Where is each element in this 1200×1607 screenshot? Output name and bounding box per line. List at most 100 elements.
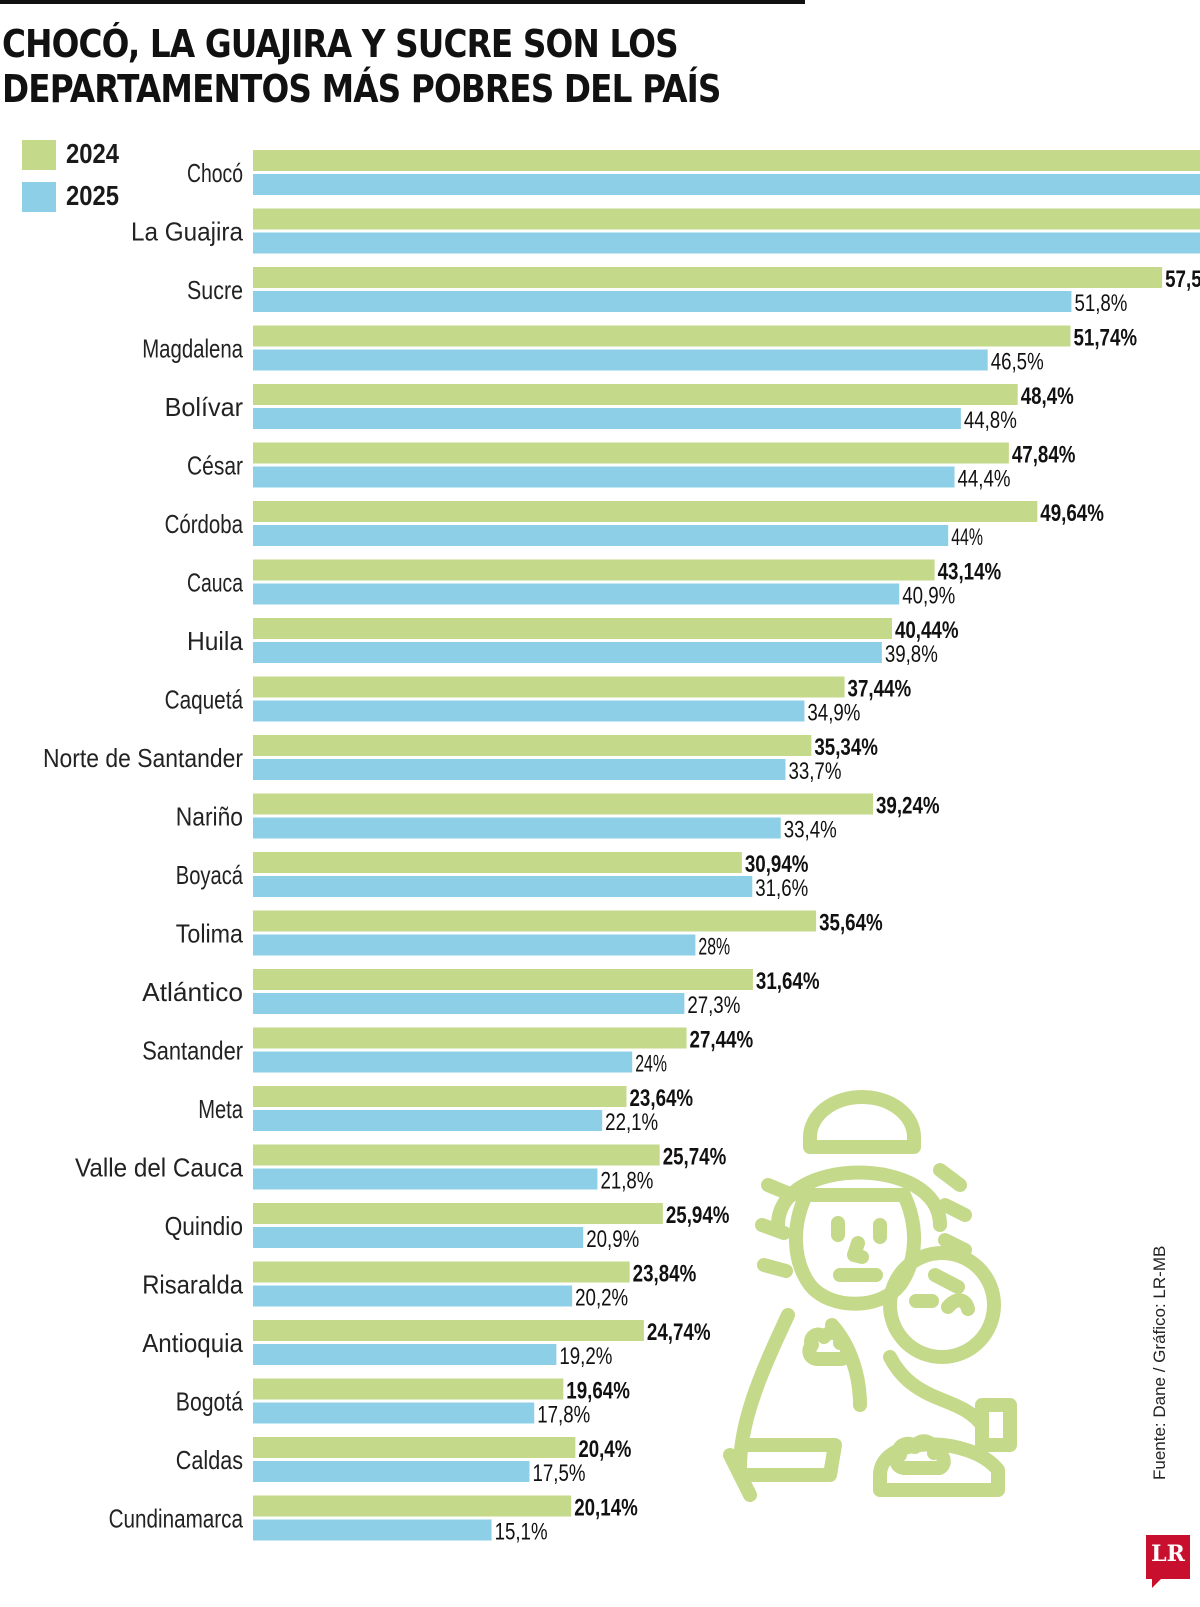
bar-2024: [253, 442, 1009, 464]
data-label-2025: 33,7%: [788, 758, 841, 785]
bar-2024: [253, 501, 1038, 522]
data-label-2024: 35,34%: [814, 734, 878, 761]
category-label: Norte de Santander: [43, 743, 243, 773]
bar-2025: [253, 876, 753, 897]
bar-2024: [253, 325, 1071, 347]
data-label-2025: 20,2%: [575, 1285, 628, 1312]
category-label: Atlántico: [142, 977, 243, 1007]
bar-2024: [253, 910, 817, 932]
lr-logo: LR: [1146, 1535, 1190, 1588]
bar-2025: [253, 934, 696, 956]
top-rule: [0, 0, 805, 4]
data-label-2025: 40,9%: [902, 583, 955, 610]
data-label-2024: 47,84%: [1012, 442, 1076, 469]
data-label-2024: 23,84%: [633, 1261, 697, 1288]
data-label-2025: 31,6%: [755, 875, 808, 902]
bar-2025: [253, 1051, 633, 1073]
bar-2024: [253, 1495, 572, 1517]
category-label: Sucre: [187, 275, 243, 305]
bar-2024: [253, 676, 845, 698]
bar-2025: [253, 1110, 603, 1131]
bar-2024: [253, 150, 1200, 171]
category-label: Huila: [187, 626, 244, 656]
data-label-2024: 48,4%: [1021, 383, 1074, 410]
data-label-2025: 27,3%: [687, 992, 740, 1019]
data-label-2024: 51,74%: [1073, 325, 1137, 352]
bar-2024: [253, 1086, 627, 1107]
data-label-2024: 25,74%: [663, 1144, 727, 1171]
bar-2024: [253, 852, 742, 873]
bar-2024: [253, 735, 812, 756]
data-label-2024: 20,4%: [578, 1436, 631, 1463]
data-label-2025: 19,2%: [559, 1343, 612, 1370]
legend-item-2025: 2025: [22, 180, 182, 214]
bar-2024: [253, 1203, 663, 1224]
bar-2024: [253, 267, 1163, 288]
bar-2025: [253, 349, 988, 371]
bar-2025: [253, 174, 1200, 195]
bar-2025: [253, 1285, 573, 1307]
bar-2025: [253, 408, 961, 429]
data-label-2024: 39,24%: [876, 793, 940, 820]
legend-item-2024: 2024: [22, 138, 182, 172]
data-label-2024: 31,64%: [756, 968, 820, 995]
bar-2025: [253, 1402, 535, 1424]
bar-2025: [253, 1461, 530, 1482]
mother-child-illustration: [723, 1090, 1017, 1502]
source-note: Fuente: Dane / Gráfico: LR-MB: [1150, 1245, 1169, 1480]
data-label-2024: 27,44%: [690, 1027, 754, 1054]
bar-2024: [253, 1437, 576, 1458]
data-label-2025: 44,8%: [964, 407, 1017, 434]
bar-2024: [253, 1320, 644, 1341]
bar-2025: [253, 525, 949, 546]
bar-2025: [253, 1519, 492, 1541]
bar-2024: [253, 208, 1200, 230]
category-label: Tolima: [176, 919, 244, 949]
data-label-2025: 34,9%: [807, 700, 860, 727]
category-label: César: [187, 451, 243, 481]
bar-2025: [253, 993, 685, 1014]
bar-2024: [253, 1144, 660, 1166]
bar-2024: [253, 1378, 564, 1400]
category-label: Cundinamarca: [109, 1504, 244, 1534]
bar-2024: [253, 1261, 630, 1283]
legend-label-2025: 2025: [66, 180, 119, 211]
data-label-2025: 46,5%: [991, 349, 1044, 376]
bar-2025: [253, 583, 900, 605]
category-label: Córdoba: [165, 509, 244, 539]
data-label-2025: 28%: [698, 934, 730, 961]
data-label-2025: 44,4%: [958, 466, 1011, 493]
data-label-2024: 25,94%: [666, 1202, 730, 1229]
legend-label-2024: 2024: [66, 138, 119, 169]
category-label: Magdalena: [142, 334, 243, 364]
data-label-2024: 40,44%: [895, 617, 959, 644]
data-label-2025: 17,5%: [533, 1460, 586, 1487]
bar-2024: [253, 969, 753, 990]
data-label-2024: 37,44%: [848, 676, 912, 703]
legend-swatch-2024: [22, 140, 56, 170]
data-label-2024: 24,74%: [647, 1319, 711, 1346]
data-label-2025: 21,8%: [600, 1168, 653, 1195]
category-label: Valle del Cauca: [75, 1153, 244, 1183]
data-label-2025: 24%: [635, 1051, 667, 1078]
data-label-2024: 35,64%: [819, 910, 883, 937]
bar-2025: [253, 817, 781, 839]
category-label: Caldas: [176, 1445, 243, 1475]
data-label-2025: 22,1%: [605, 1109, 658, 1136]
category-label: Cauca: [187, 568, 243, 598]
bar-2025: [253, 466, 955, 488]
category-label: Chocó: [187, 158, 243, 188]
category-label: Bogotá: [176, 1387, 244, 1417]
bar-2024: [253, 384, 1018, 405]
data-label-2024: 57,54%: [1165, 266, 1200, 293]
bar-2025: [253, 1168, 598, 1190]
bar-2024: [253, 559, 935, 581]
category-label: Meta: [198, 1094, 243, 1124]
bar-2025: [253, 1344, 557, 1365]
category-label: Nariño: [176, 802, 243, 832]
data-label-2025: 20,9%: [586, 1226, 639, 1253]
data-label-2025: 15,1%: [495, 1519, 548, 1546]
category-label: Santander: [142, 1036, 243, 1066]
data-label-2025: 17,8%: [537, 1402, 590, 1429]
category-label: Bolívar: [165, 392, 244, 422]
